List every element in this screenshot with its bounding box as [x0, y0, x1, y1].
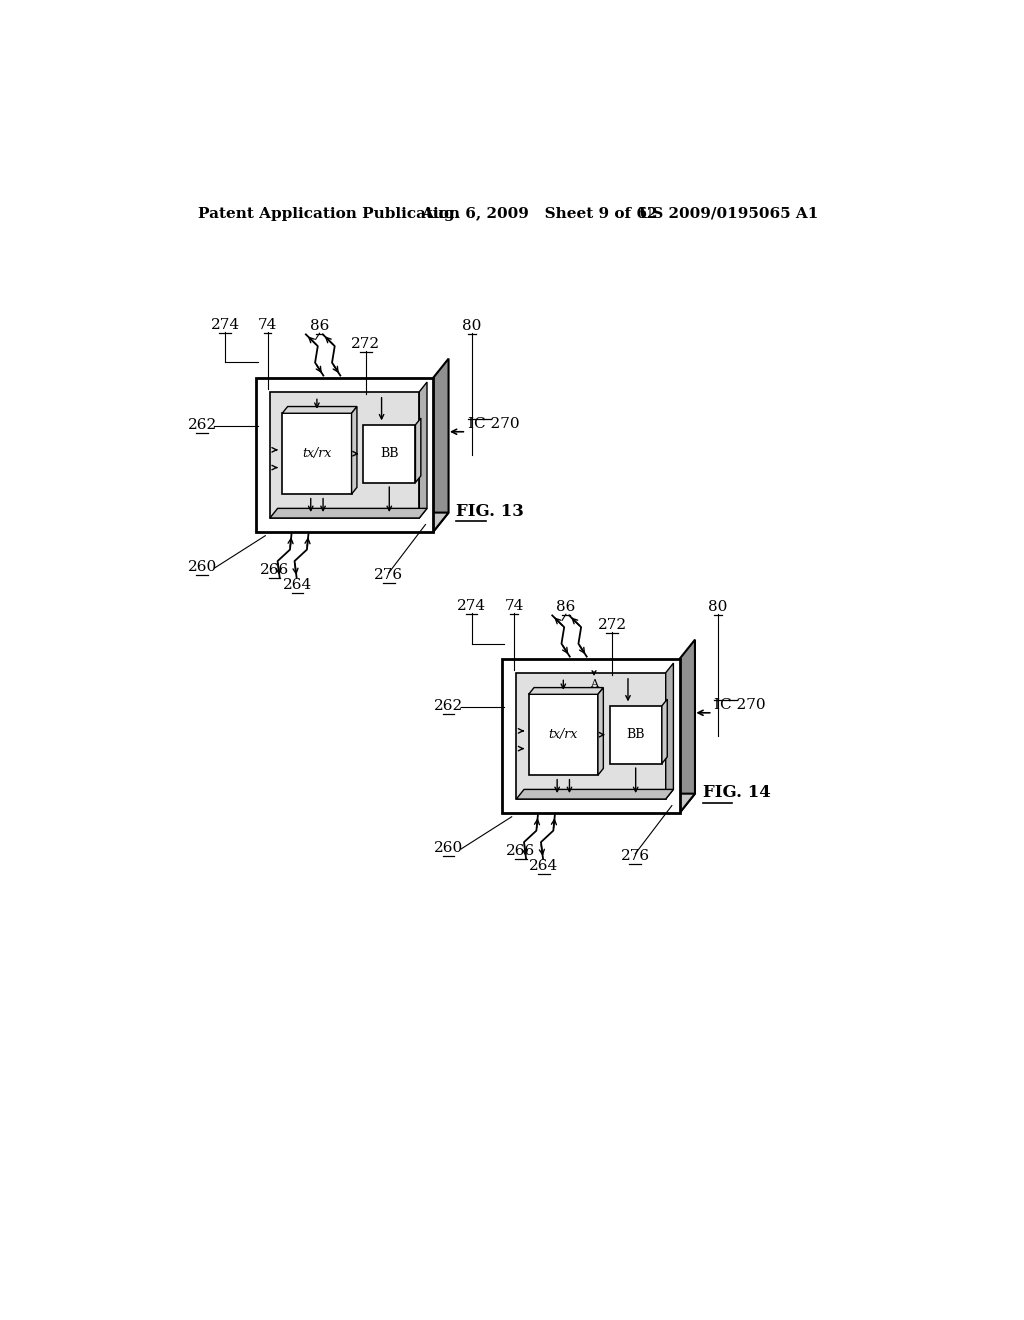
Polygon shape	[256, 512, 449, 532]
Polygon shape	[662, 700, 668, 763]
Polygon shape	[666, 663, 674, 799]
Text: IC 270: IC 270	[714, 698, 766, 711]
Polygon shape	[283, 407, 357, 413]
Polygon shape	[364, 425, 416, 483]
Text: 260: 260	[434, 841, 463, 855]
Text: 80: 80	[709, 601, 728, 614]
Polygon shape	[433, 359, 449, 532]
Polygon shape	[351, 407, 357, 494]
Text: 86: 86	[310, 319, 329, 333]
Polygon shape	[503, 659, 680, 813]
Text: 74: 74	[258, 318, 278, 331]
Text: 274: 274	[457, 599, 486, 612]
Text: 260: 260	[187, 560, 217, 574]
Polygon shape	[283, 413, 351, 494]
Text: tx/rx: tx/rx	[549, 729, 578, 742]
Text: Aug. 6, 2009   Sheet 9 of 62: Aug. 6, 2009 Sheet 9 of 62	[422, 207, 658, 220]
Text: 74: 74	[505, 599, 523, 612]
Text: 262: 262	[187, 417, 217, 432]
Text: FIG. 13: FIG. 13	[457, 503, 524, 520]
Text: 274: 274	[211, 318, 240, 331]
Text: Patent Application Publication: Patent Application Publication	[199, 207, 461, 220]
Polygon shape	[609, 706, 662, 763]
Polygon shape	[516, 673, 666, 799]
Text: tx/rx: tx/rx	[302, 447, 332, 461]
Text: BB: BB	[627, 729, 645, 742]
Polygon shape	[598, 688, 603, 775]
Text: 262: 262	[434, 698, 463, 713]
Text: IC 270: IC 270	[468, 417, 519, 432]
Text: 264: 264	[529, 859, 559, 873]
Text: A: A	[590, 678, 598, 689]
Text: 276: 276	[375, 568, 403, 582]
Polygon shape	[528, 688, 603, 694]
Text: 264: 264	[283, 578, 312, 591]
Text: BB: BB	[380, 447, 398, 461]
Text: 266: 266	[260, 562, 289, 577]
Polygon shape	[516, 789, 674, 799]
Polygon shape	[503, 793, 695, 813]
Polygon shape	[270, 508, 427, 517]
Text: US 2009/0195065 A1: US 2009/0195065 A1	[639, 207, 818, 220]
Text: 272: 272	[598, 618, 627, 632]
Polygon shape	[256, 378, 433, 532]
Text: 272: 272	[351, 337, 381, 351]
Text: FIG. 14: FIG. 14	[702, 784, 770, 801]
Polygon shape	[270, 392, 419, 517]
Polygon shape	[528, 694, 598, 775]
Text: 266: 266	[506, 843, 536, 858]
Polygon shape	[680, 640, 695, 813]
Polygon shape	[419, 381, 427, 517]
Text: 276: 276	[621, 849, 650, 863]
Text: 86: 86	[556, 601, 575, 614]
Text: 80: 80	[462, 319, 481, 333]
Polygon shape	[416, 418, 421, 483]
